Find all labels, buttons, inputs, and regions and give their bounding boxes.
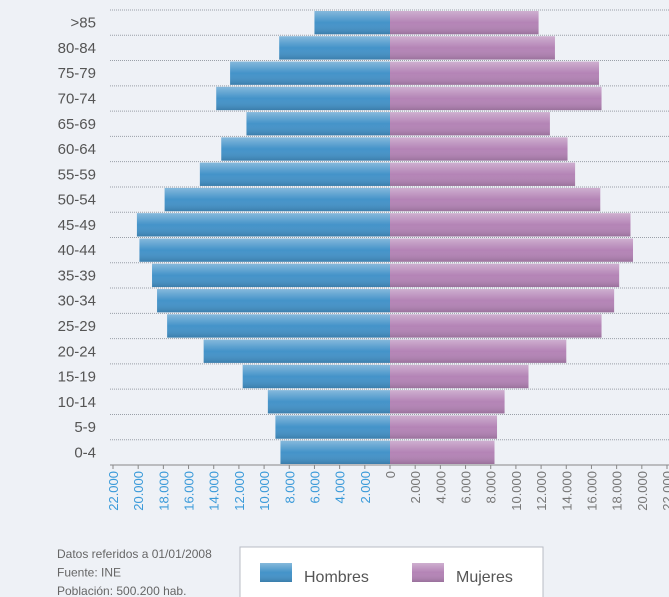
footnote: Población: 500.200 hab.	[57, 584, 186, 597]
x-tick-label: 18.000	[610, 471, 625, 511]
bar-shine	[139, 238, 390, 262]
x-tick-label: 0	[383, 471, 398, 478]
bar-shine	[390, 339, 567, 363]
x-tick-label: 8.000	[484, 471, 499, 504]
bar-shine	[157, 289, 390, 313]
legend-swatch-shine	[412, 563, 444, 582]
x-tick-label: 10.000	[257, 471, 272, 511]
category-label: 80-84	[58, 40, 96, 57]
bar-shine	[314, 11, 390, 35]
category-label: 50-54	[58, 192, 96, 209]
x-tick-label: 18.000	[156, 471, 171, 511]
category-label: 5-9	[74, 419, 96, 436]
bar-shine	[390, 187, 601, 212]
category-label: 55-59	[58, 166, 96, 183]
x-tick-label: 2.000	[408, 471, 423, 504]
bar-shine	[390, 112, 550, 136]
x-tick-label: 14.000	[207, 471, 222, 511]
x-tick-label: 4.000	[433, 471, 448, 504]
category-label: 40-44	[58, 242, 96, 259]
bar-shine	[390, 314, 602, 338]
legend-label: Hombres	[304, 569, 369, 586]
bar-shine	[199, 162, 390, 186]
category-label: 45-49	[58, 217, 96, 234]
bar-shine	[275, 415, 390, 439]
x-tick-label: 22.000	[106, 471, 121, 511]
category-label: 35-39	[58, 267, 96, 284]
bar-shine	[390, 162, 576, 186]
bar-shine	[246, 112, 390, 136]
x-tick-label: 8.000	[282, 471, 297, 504]
bar-shine	[390, 415, 498, 439]
x-tick-label: 20.000	[131, 471, 146, 511]
category-label: 60-64	[58, 141, 96, 158]
bar-shine	[216, 86, 390, 111]
bar-shine	[390, 36, 555, 60]
x-tick-label: 20.000	[635, 471, 650, 511]
bar-shine	[390, 11, 539, 35]
category-label: 70-74	[58, 90, 96, 107]
bar-shine	[390, 364, 529, 389]
bar-shine	[230, 61, 390, 85]
bar-shine	[280, 440, 390, 464]
x-tick-label: 2.000	[358, 471, 373, 504]
bar-shine	[390, 86, 602, 111]
category-label: 10-14	[58, 394, 96, 411]
x-tick-label: 22.000	[660, 471, 669, 511]
category-label: 30-34	[58, 293, 96, 310]
x-tick-label: 16.000	[182, 471, 197, 511]
x-tick-label: 6.000	[459, 471, 474, 504]
legend-swatch-shine	[260, 563, 292, 582]
category-label: 15-19	[58, 369, 96, 386]
footnote: Datos referidos a 01/01/2008	[57, 547, 212, 561]
category-label: 75-79	[58, 65, 96, 82]
x-tick-label: 12.000	[534, 471, 549, 511]
category-label: 0-4	[74, 444, 96, 461]
bar-shine	[136, 213, 390, 237]
bar-shine	[390, 61, 600, 85]
x-tick-label: 14.000	[559, 471, 574, 511]
bar-shine	[390, 263, 620, 288]
bar-shine	[279, 36, 390, 60]
x-tick-label: 10.000	[509, 471, 524, 511]
legend-label: Mujeres	[456, 569, 513, 586]
bar-shine	[390, 440, 495, 464]
category-label: 25-29	[58, 318, 96, 335]
x-tick-label: 16.000	[584, 471, 599, 511]
bar-shine	[203, 339, 390, 363]
bar-shine	[242, 364, 390, 389]
x-tick-label: 12.000	[232, 471, 247, 511]
bar-shine	[390, 238, 634, 262]
x-tick-label: 4.000	[333, 471, 348, 504]
category-label: 65-69	[58, 116, 96, 133]
bar-shine	[164, 187, 390, 212]
bar-shine	[152, 263, 390, 288]
bar-shine	[390, 289, 615, 313]
category-label: >85	[71, 15, 96, 32]
bar-shine	[390, 213, 631, 237]
bar-shine	[390, 390, 505, 414]
footnote: Fuente: INE	[57, 566, 121, 580]
bar-shine	[267, 390, 390, 414]
x-tick-label: 6.000	[307, 471, 322, 504]
bar-shine	[390, 137, 568, 161]
category-label: 20-24	[58, 343, 96, 360]
bar-shine	[167, 314, 390, 338]
bar-shine	[221, 137, 390, 161]
